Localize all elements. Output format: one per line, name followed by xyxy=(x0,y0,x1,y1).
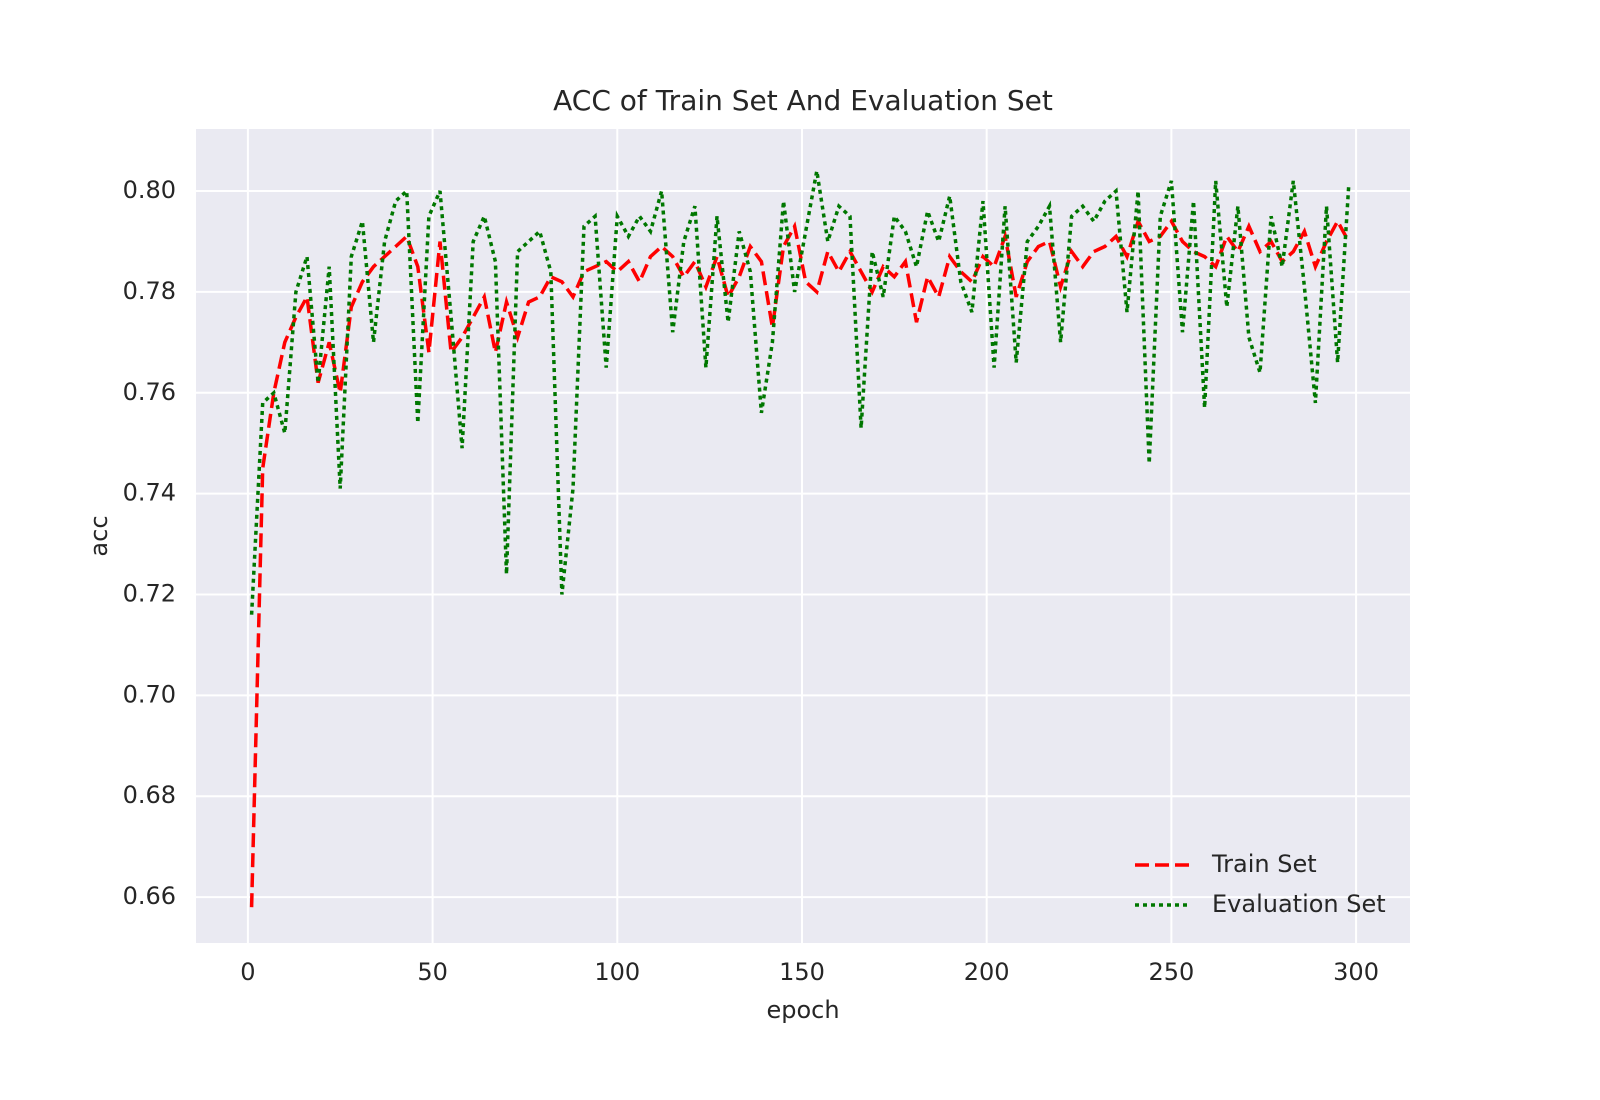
x-tick-label: 0 xyxy=(240,958,255,986)
x-tick-label: 150 xyxy=(779,958,825,986)
y-tick-label: 0.70 xyxy=(123,680,176,708)
x-axis-label: epoch xyxy=(766,996,839,1024)
y-tick-label: 0.68 xyxy=(123,781,176,809)
legend-label: Evaluation Set xyxy=(1212,890,1386,918)
data-line xyxy=(249,170,1351,615)
x-tick-label: 250 xyxy=(1148,958,1194,986)
x-tick-label: 200 xyxy=(964,958,1010,986)
y-tick-label: 0.78 xyxy=(123,277,176,305)
y-tick-label: 0.72 xyxy=(123,580,176,608)
legend-label: Train Set xyxy=(1211,850,1317,878)
x-tick-label: 50 xyxy=(417,958,448,986)
y-tick-label: 0.80 xyxy=(123,176,176,204)
y-tick-label: 0.66 xyxy=(123,882,176,910)
y-tick-label: 0.76 xyxy=(123,378,176,406)
chart-title: ACC of Train Set And Evaluation Set xyxy=(553,84,1053,117)
x-tick-label: 100 xyxy=(594,958,640,986)
x-tick-label: 300 xyxy=(1333,958,1379,986)
y-axis-label: acc xyxy=(85,515,113,556)
y-tick-label: 0.74 xyxy=(123,479,176,507)
